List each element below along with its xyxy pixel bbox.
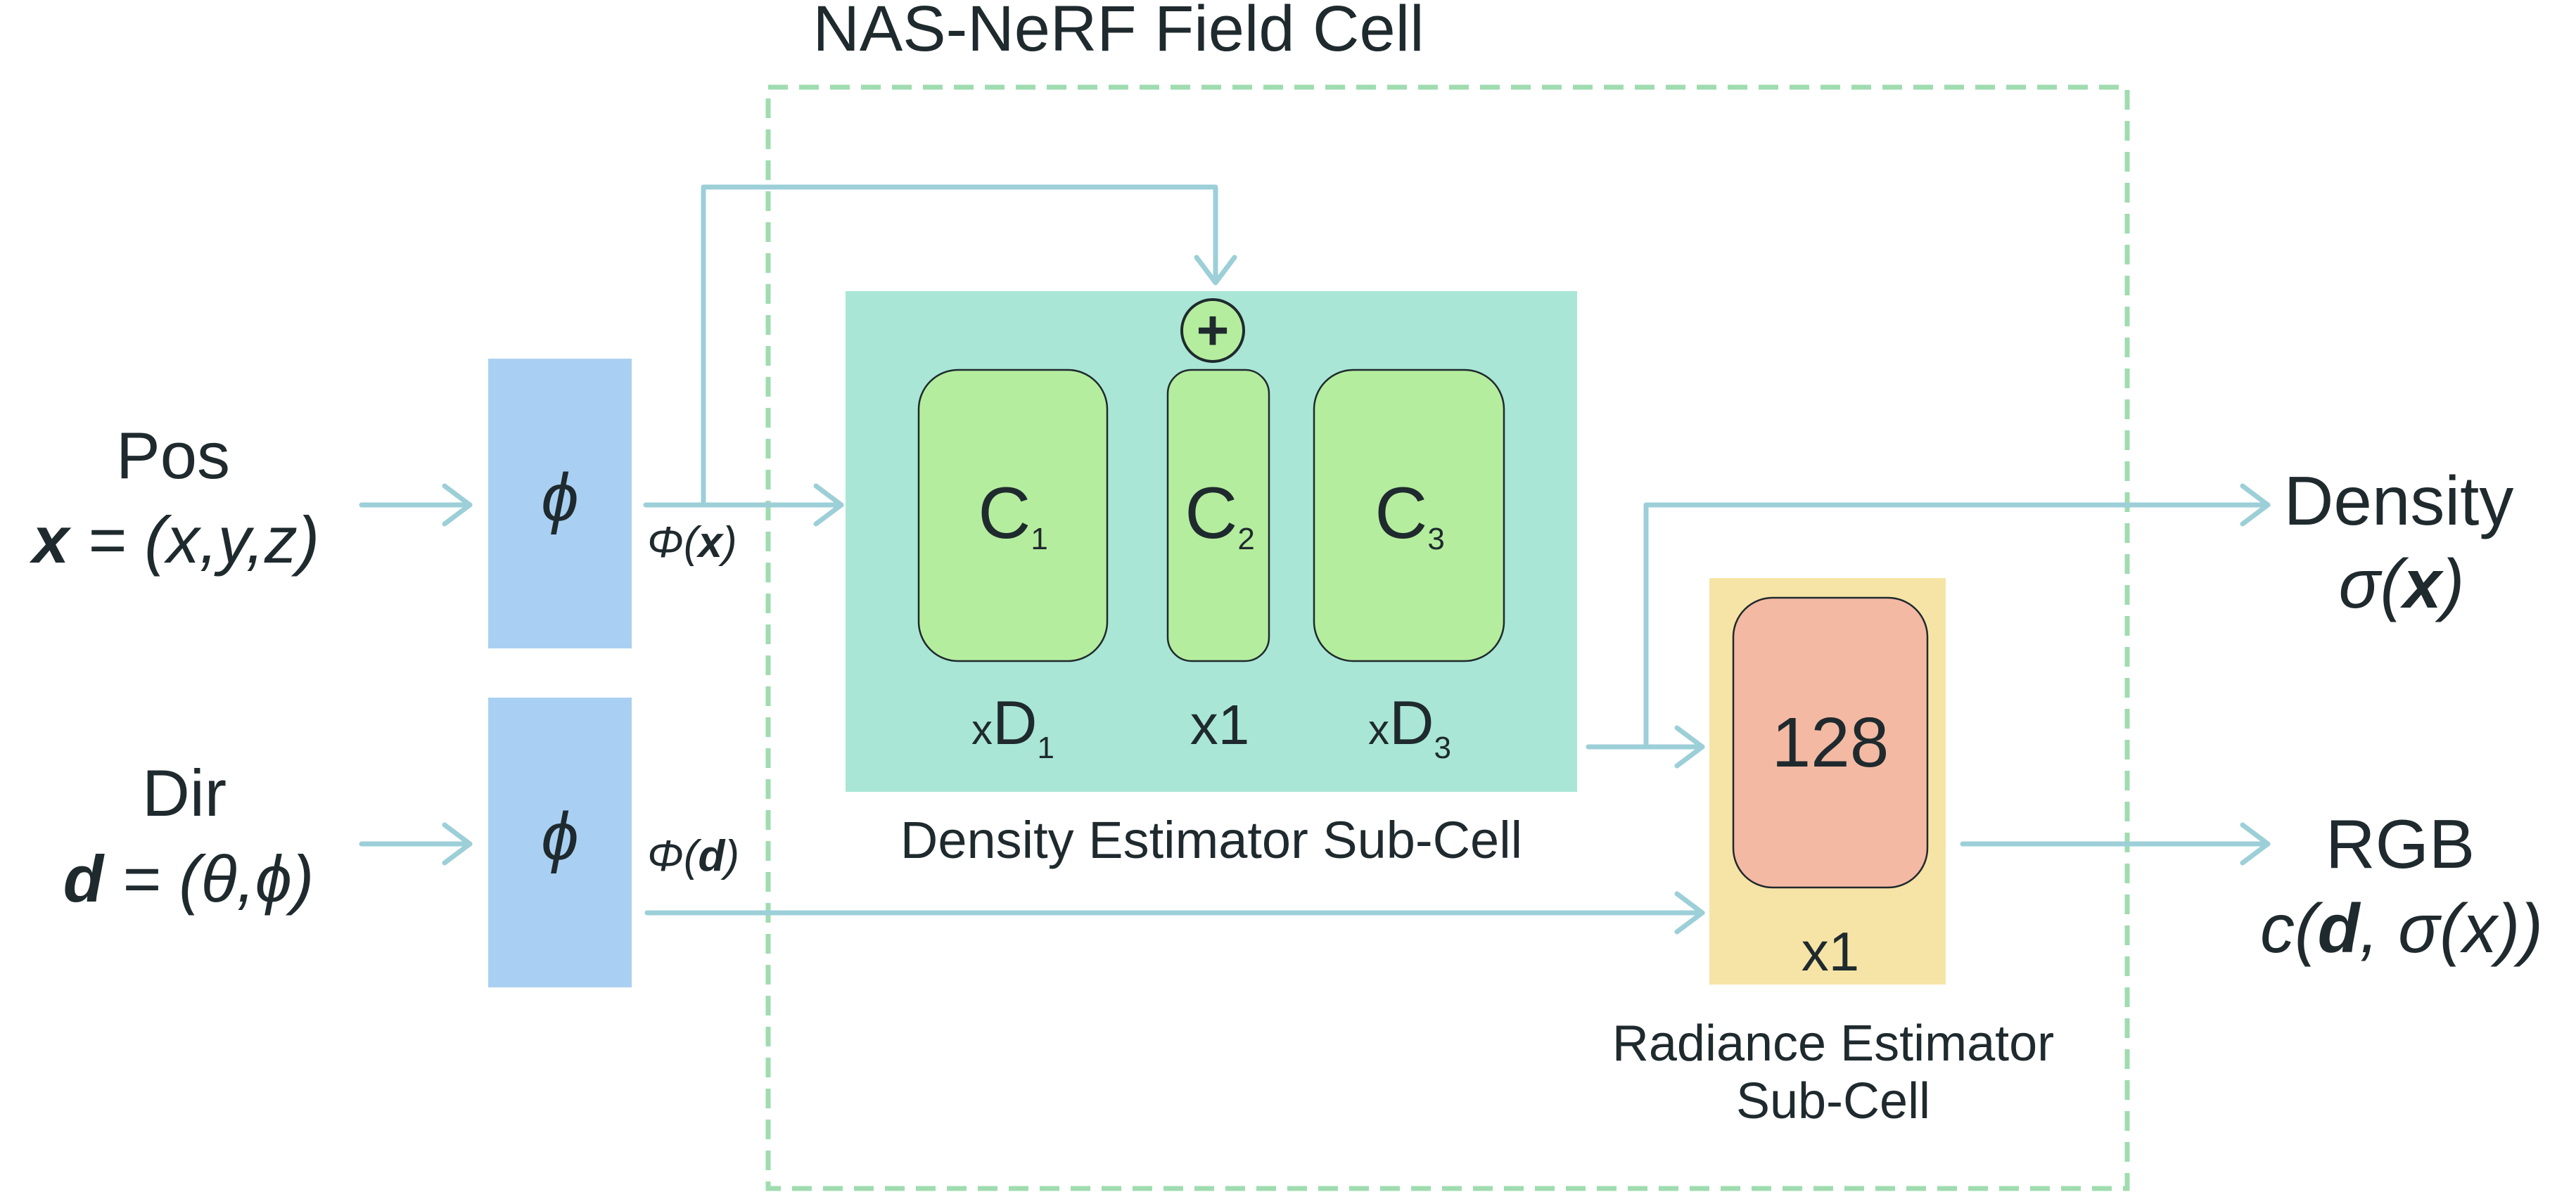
radiance-label-line1: Radiance Estimator bbox=[1612, 1015, 2054, 1072]
c1-label: C1 bbox=[978, 473, 1048, 556]
dir-expression: d = (θ,ϕ) bbox=[63, 842, 314, 916]
density-output-expression: σ(x) bbox=[2339, 545, 2465, 622]
dir-encoder-box bbox=[488, 698, 632, 987]
dir-label: Dir bbox=[142, 756, 227, 830]
pos-encoded-label: Φ(x) bbox=[647, 518, 737, 567]
field-cell-title: NAS-NeRF Field Cell bbox=[812, 0, 1424, 65]
radiance-label-line2: Sub-Cell bbox=[1736, 1073, 1930, 1129]
rgb-output-label: RGB bbox=[2326, 805, 2475, 883]
c3-block bbox=[1313, 369, 1505, 662]
rgb-output-expression: c(d, σ(x)) bbox=[2260, 890, 2543, 967]
pos-expression: x = (x,y,z) bbox=[29, 503, 319, 577]
skip-connection-arrow-head bbox=[1194, 255, 1237, 286]
c2-label: C2 bbox=[1185, 473, 1255, 556]
connectors bbox=[359, 184, 2271, 935]
pos-encoder-box bbox=[488, 359, 632, 648]
c2-multiplier: x1 bbox=[1190, 693, 1250, 756]
c3-multiplier: xD3 bbox=[1368, 688, 1451, 765]
skip-connection-arrow-line bbox=[701, 184, 1218, 508]
density-output-label: Density bbox=[2284, 462, 2514, 539]
field-cell-border bbox=[765, 84, 2130, 1191]
add-symbol: + bbox=[1197, 299, 1230, 361]
dir-encoder-symbol: ϕ bbox=[541, 799, 578, 874]
density-subcell-label: Density Estimator Sub-Cell bbox=[900, 811, 1522, 869]
radiance-block bbox=[1732, 596, 1929, 889]
rgb-output-arrow-head bbox=[2240, 822, 2271, 866]
radiance-block-value: 128 bbox=[1772, 703, 1889, 782]
dir-input-arrow-head bbox=[442, 822, 473, 866]
add-circle bbox=[1180, 298, 1245, 363]
radiance-multiplier: x1 bbox=[1802, 921, 1859, 982]
c1-block bbox=[917, 369, 1109, 662]
c2-block bbox=[1166, 369, 1270, 662]
pos-input-arrow-head bbox=[442, 483, 473, 527]
pos-encoded-arrow-head bbox=[813, 483, 844, 527]
density-to-radiance-arrow-head bbox=[1674, 725, 1705, 769]
density-output-arrow-head bbox=[2240, 483, 2271, 527]
pos-encoder-symbol: ϕ bbox=[541, 460, 578, 535]
c3-label: C3 bbox=[1375, 473, 1445, 556]
dir-encoded-arrow-head bbox=[1674, 891, 1705, 935]
pos-label: Pos bbox=[116, 418, 230, 492]
density-output-arrow-line bbox=[1643, 502, 2271, 750]
c1-multiplier: xD1 bbox=[971, 688, 1054, 765]
dir-encoded-label: Φ(d) bbox=[647, 832, 739, 880]
